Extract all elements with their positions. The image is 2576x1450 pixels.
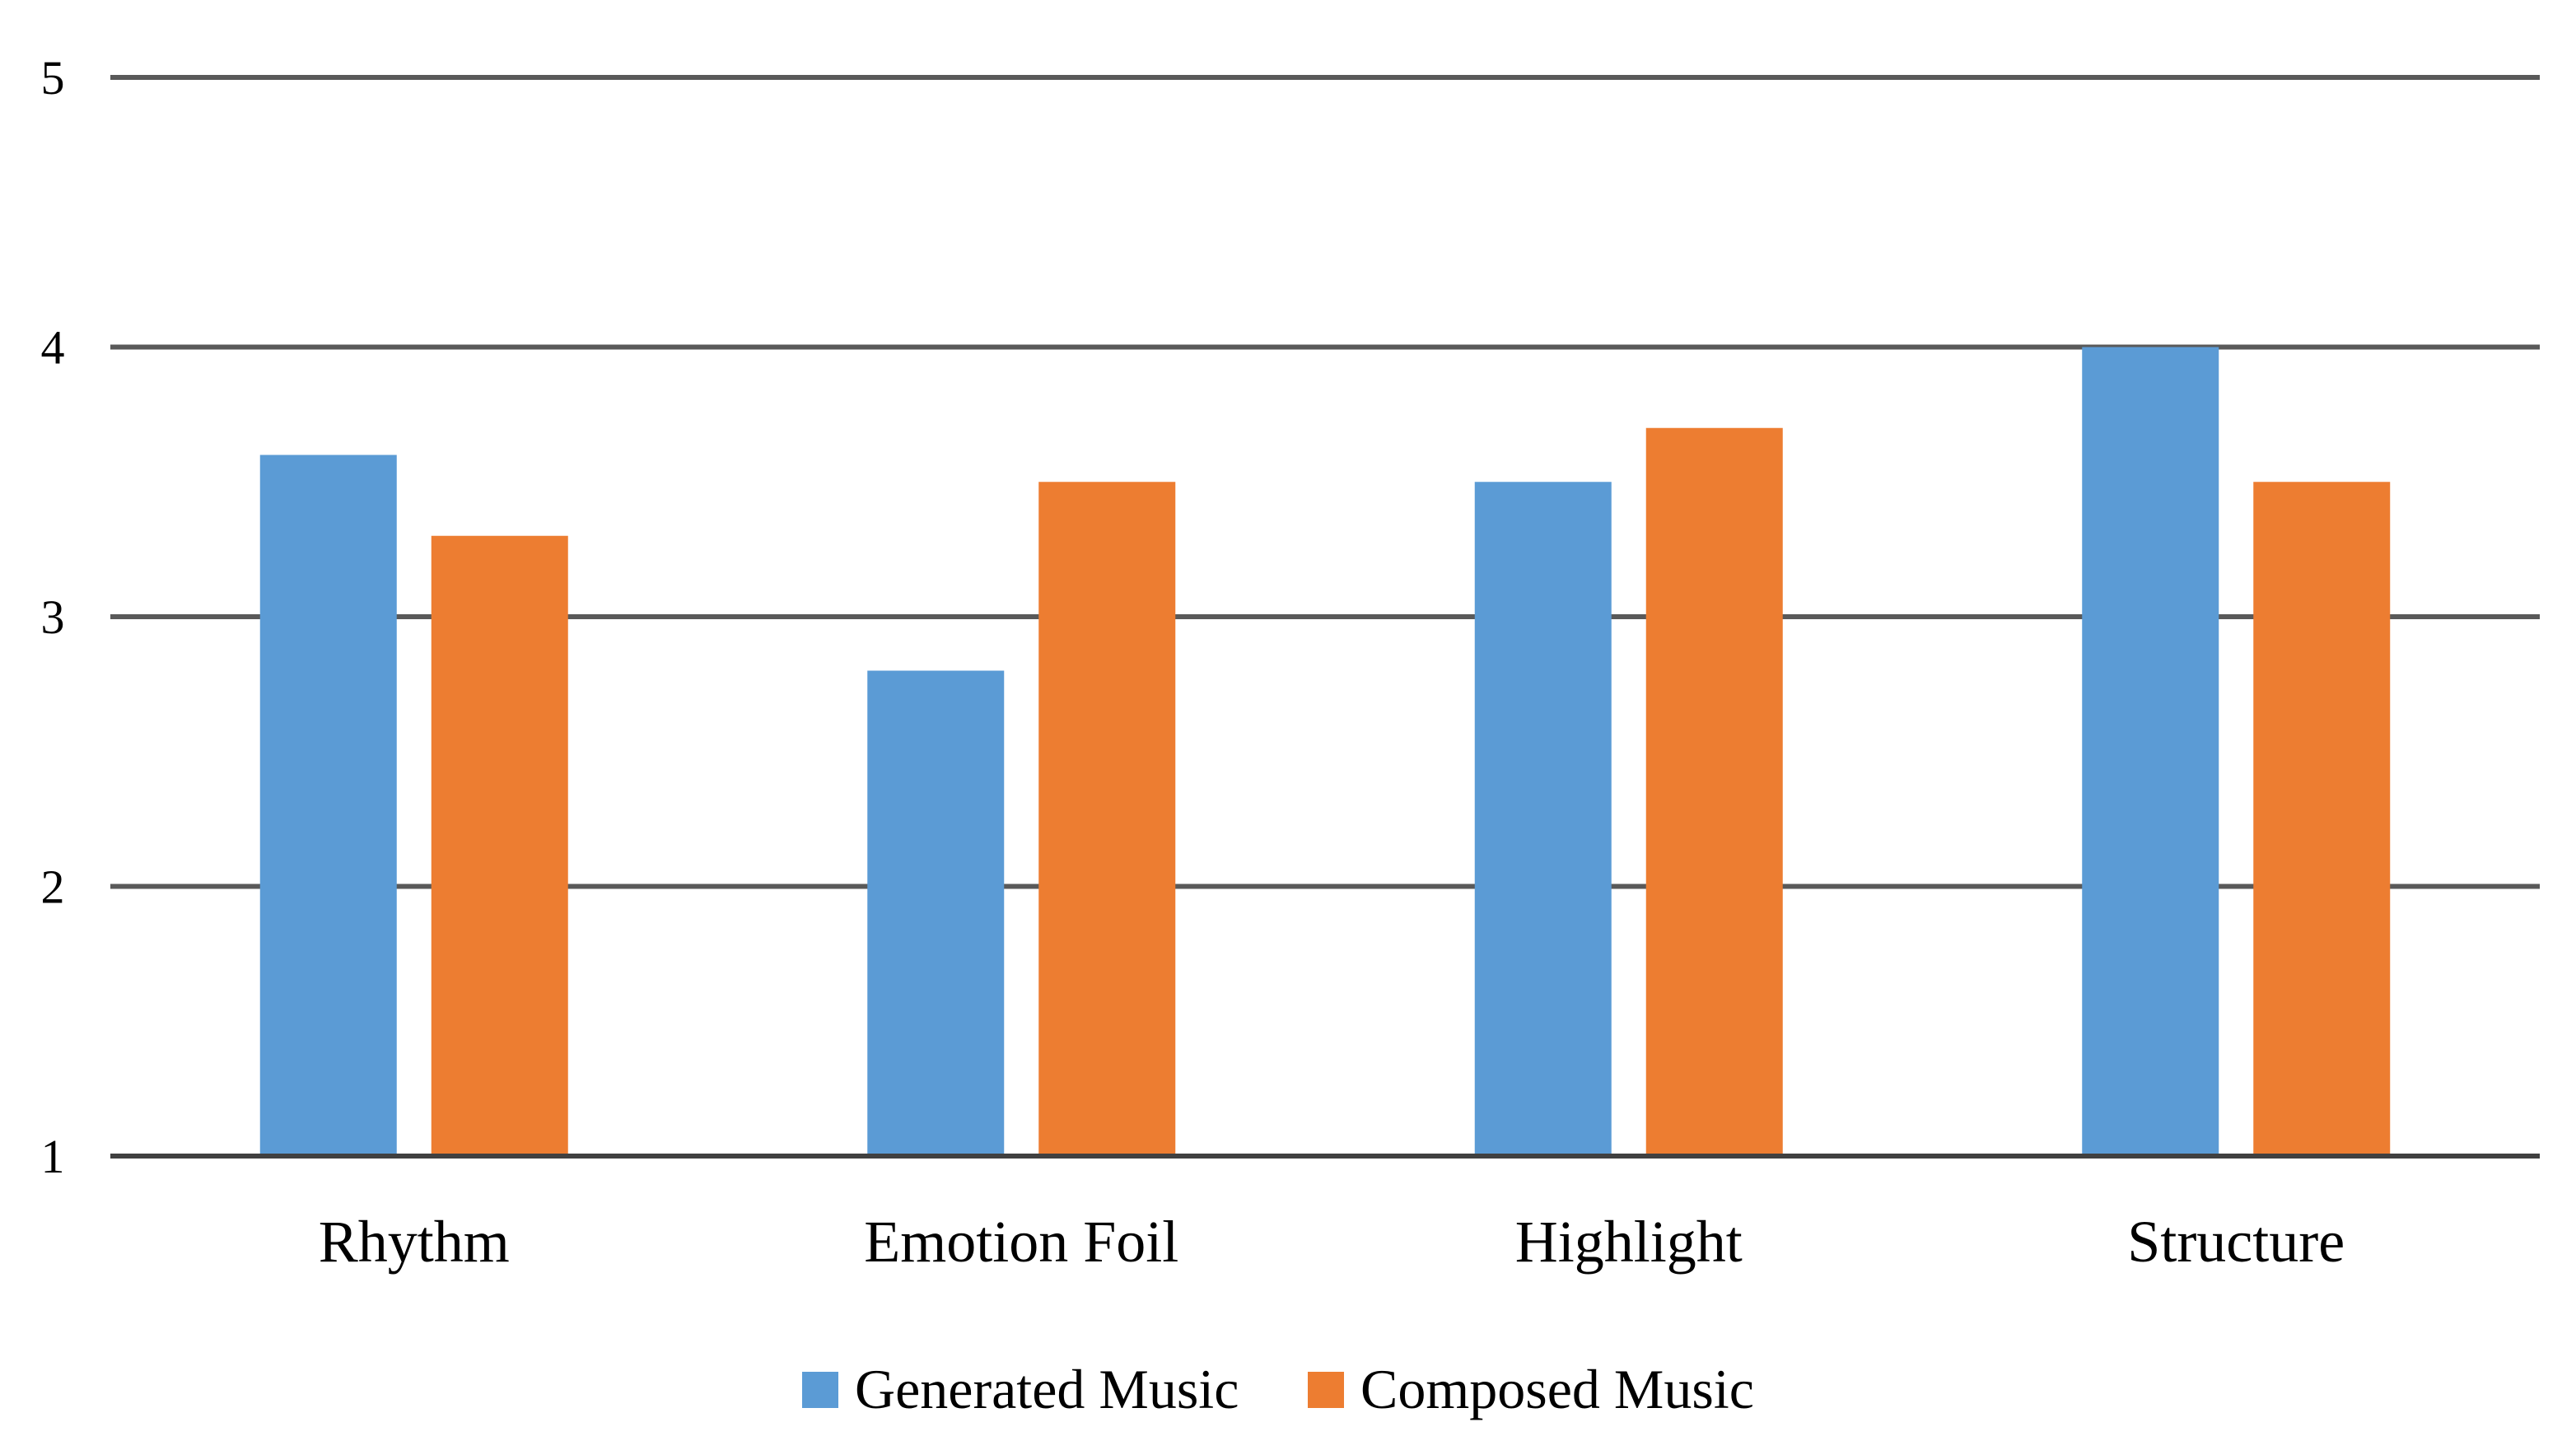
y-tick-label: 5 bbox=[41, 51, 65, 105]
x-category-label: Structure bbox=[2127, 1209, 2345, 1275]
x-category-label: Emotion Foil bbox=[864, 1209, 1178, 1275]
bar-composed-music-structure bbox=[2253, 482, 2391, 1156]
y-tick-label: 3 bbox=[41, 590, 65, 644]
bars bbox=[259, 347, 2391, 1156]
y-tick-label: 1 bbox=[41, 1130, 65, 1183]
x-category-label: Rhythm bbox=[319, 1209, 510, 1275]
y-axis-tick-labels: 1 2 3 4 5 bbox=[41, 51, 65, 1183]
bar-generated-music-rhythm bbox=[259, 455, 397, 1156]
bar-generated-music-highlight bbox=[1474, 482, 1612, 1156]
bar-generated-music-structure bbox=[2082, 347, 2219, 1156]
bar-composed-music-highlight bbox=[1645, 427, 1783, 1156]
legend-swatch bbox=[802, 1372, 838, 1408]
x-category-label: Highlight bbox=[1515, 1209, 1743, 1275]
legend-label: Generated Music bbox=[855, 1358, 1239, 1420]
x-axis-category-labels: Rhythm Emotion Foil Highlight Structure bbox=[319, 1209, 2345, 1275]
bar-generated-music-emotion-foil bbox=[867, 670, 1005, 1156]
y-tick-label: 4 bbox=[41, 321, 65, 375]
legend-label: Composed Music bbox=[1360, 1358, 1754, 1420]
y-tick-label: 2 bbox=[41, 860, 65, 914]
bar-composed-music-emotion-foil bbox=[1038, 482, 1176, 1156]
bar-composed-music-rhythm bbox=[431, 535, 568, 1156]
legend-swatch bbox=[1308, 1372, 1344, 1408]
legend: Generated Music Composed Music bbox=[802, 1358, 1754, 1420]
